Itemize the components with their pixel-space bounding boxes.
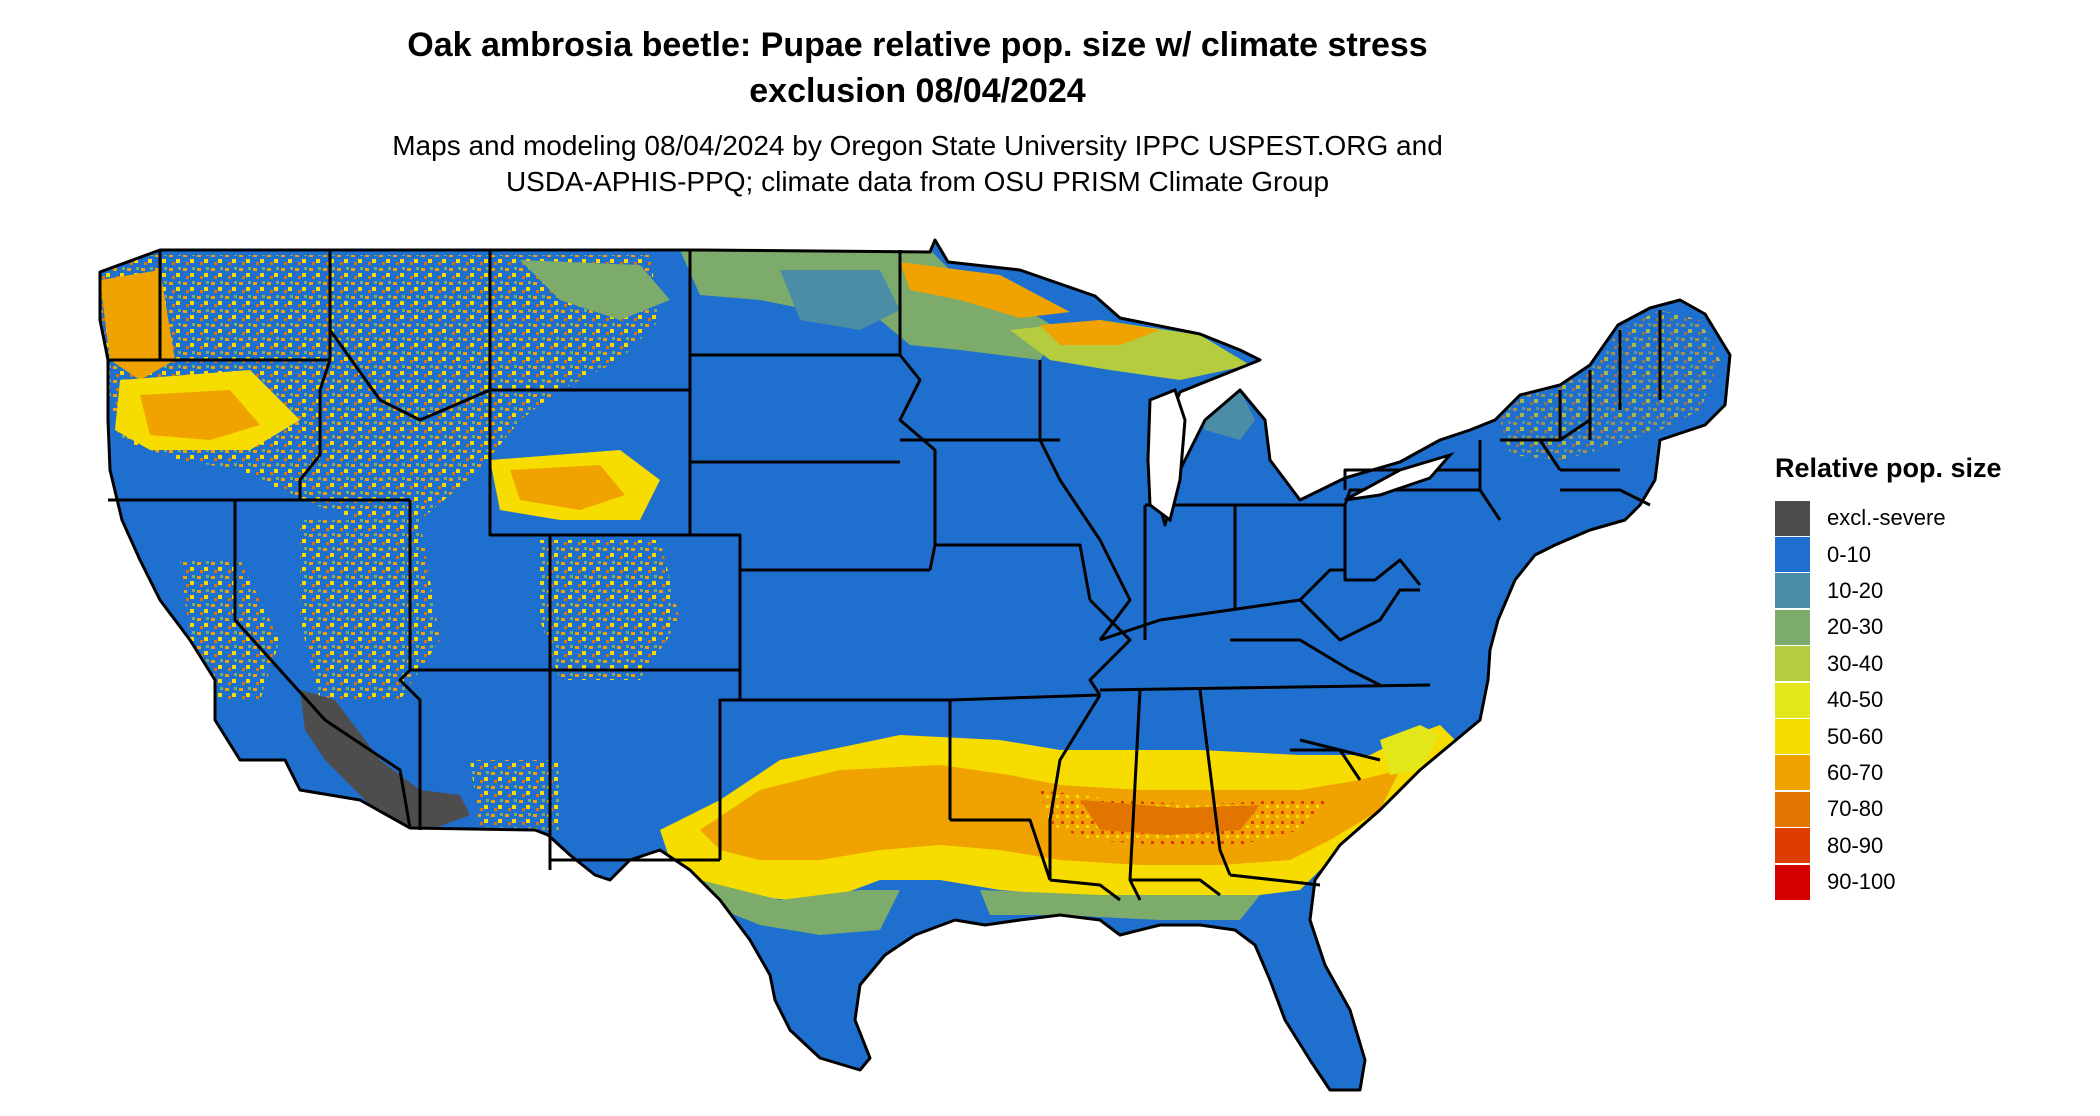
legend-item: 10-20 [1775,573,2075,609]
legend-item: excl.-severe [1775,500,2075,536]
legend-swatch [1775,573,1810,609]
lake-michigan [1146,388,1187,523]
gulf-green [980,890,1260,920]
legend-swatch [1775,719,1810,755]
legend-label: 30-40 [1827,650,1884,676]
state-boundaries [98,238,1732,1092]
legend-item: 70-80 [1775,791,2075,827]
lake-superior-shore [900,262,1070,318]
upper-michigan-orange [1040,320,1160,345]
legend-item: 90-100 [1775,864,2075,900]
map-subtitle: Maps and modeling 08/04/2024 by Oregon S… [250,128,1585,200]
map-title-line-2: exclusion 08/04/2024 [749,72,1086,110]
legend-swatch [1775,500,1810,536]
legend-label: 0-10 [1827,541,1872,567]
montana-green [520,260,670,320]
legend-item: 0-10 [1775,536,2075,573]
legend-item: 30-40 [1775,646,2075,682]
legend-title: Relative pop. size [1775,453,2002,483]
map-title-line-1: Oak ambrosia beetle: Pupae relative pop.… [407,26,1428,64]
legend-swatch [1775,646,1810,682]
legend-item: 50-60 [1775,718,2075,755]
colorado-speckle [540,540,680,680]
ne-highlands [1500,310,1720,460]
legend-swatch [1775,864,1810,900]
wyoming-orange [510,465,625,510]
legend-label: 20-30 [1827,614,1884,640]
legend: Relative pop. size excl.-severe 0-10 10-20… [1775,452,2075,900]
legend-swatch [1775,791,1810,827]
south-texas-green [700,880,900,935]
legend-label: 60-70 [1827,759,1884,785]
legend-item: 20-30 [1775,609,2075,645]
map-title: Oak ambrosia beetle: Pupae relative pop.… [250,22,1585,114]
legend-swatch [1775,755,1810,791]
southwest-exclusion [300,690,470,830]
legend-item: 80-90 [1775,828,2075,864]
legend-label: 50-60 [1827,723,1884,749]
northwest-speckle [100,255,660,520]
oregon-band-orange [140,390,260,440]
legend-item: 60-70 [1775,755,2075,791]
legend-label: 90-100 [1827,869,1896,895]
utah-speckle [300,520,440,700]
legend-items: excl.-severe 0-10 10-20 20-30 30-40 40-50 50-6… [1775,500,2075,900]
map-subtitle-line-2: USDA-APHIS-PPQ; climate data from OSU PR… [505,166,1330,197]
population-overlay [100,250,1720,935]
minnesota-teal [780,270,900,330]
legend-swatch [1775,682,1810,718]
legend-swatch [1775,537,1810,573]
legend-swatch [1775,828,1810,864]
legend-label: excl.-severe [1827,505,1946,531]
washington-coast [100,270,175,380]
legend-swatch [1775,609,1810,645]
legend-item: 40-50 [1775,682,2075,718]
carolina-yellow [1380,725,1440,775]
arizona-speckle [470,760,560,830]
lake-erie [1344,452,1455,502]
great-lakes [1146,388,1455,523]
legend-label: 10-20 [1827,577,1884,603]
map-subtitle-line-1: Maps and modeling 08/04/2024 by Oregon S… [392,130,1443,161]
legend-label: 40-50 [1827,687,1884,713]
legend-label: 70-80 [1827,796,1884,822]
legend-label: 80-90 [1827,832,1884,858]
